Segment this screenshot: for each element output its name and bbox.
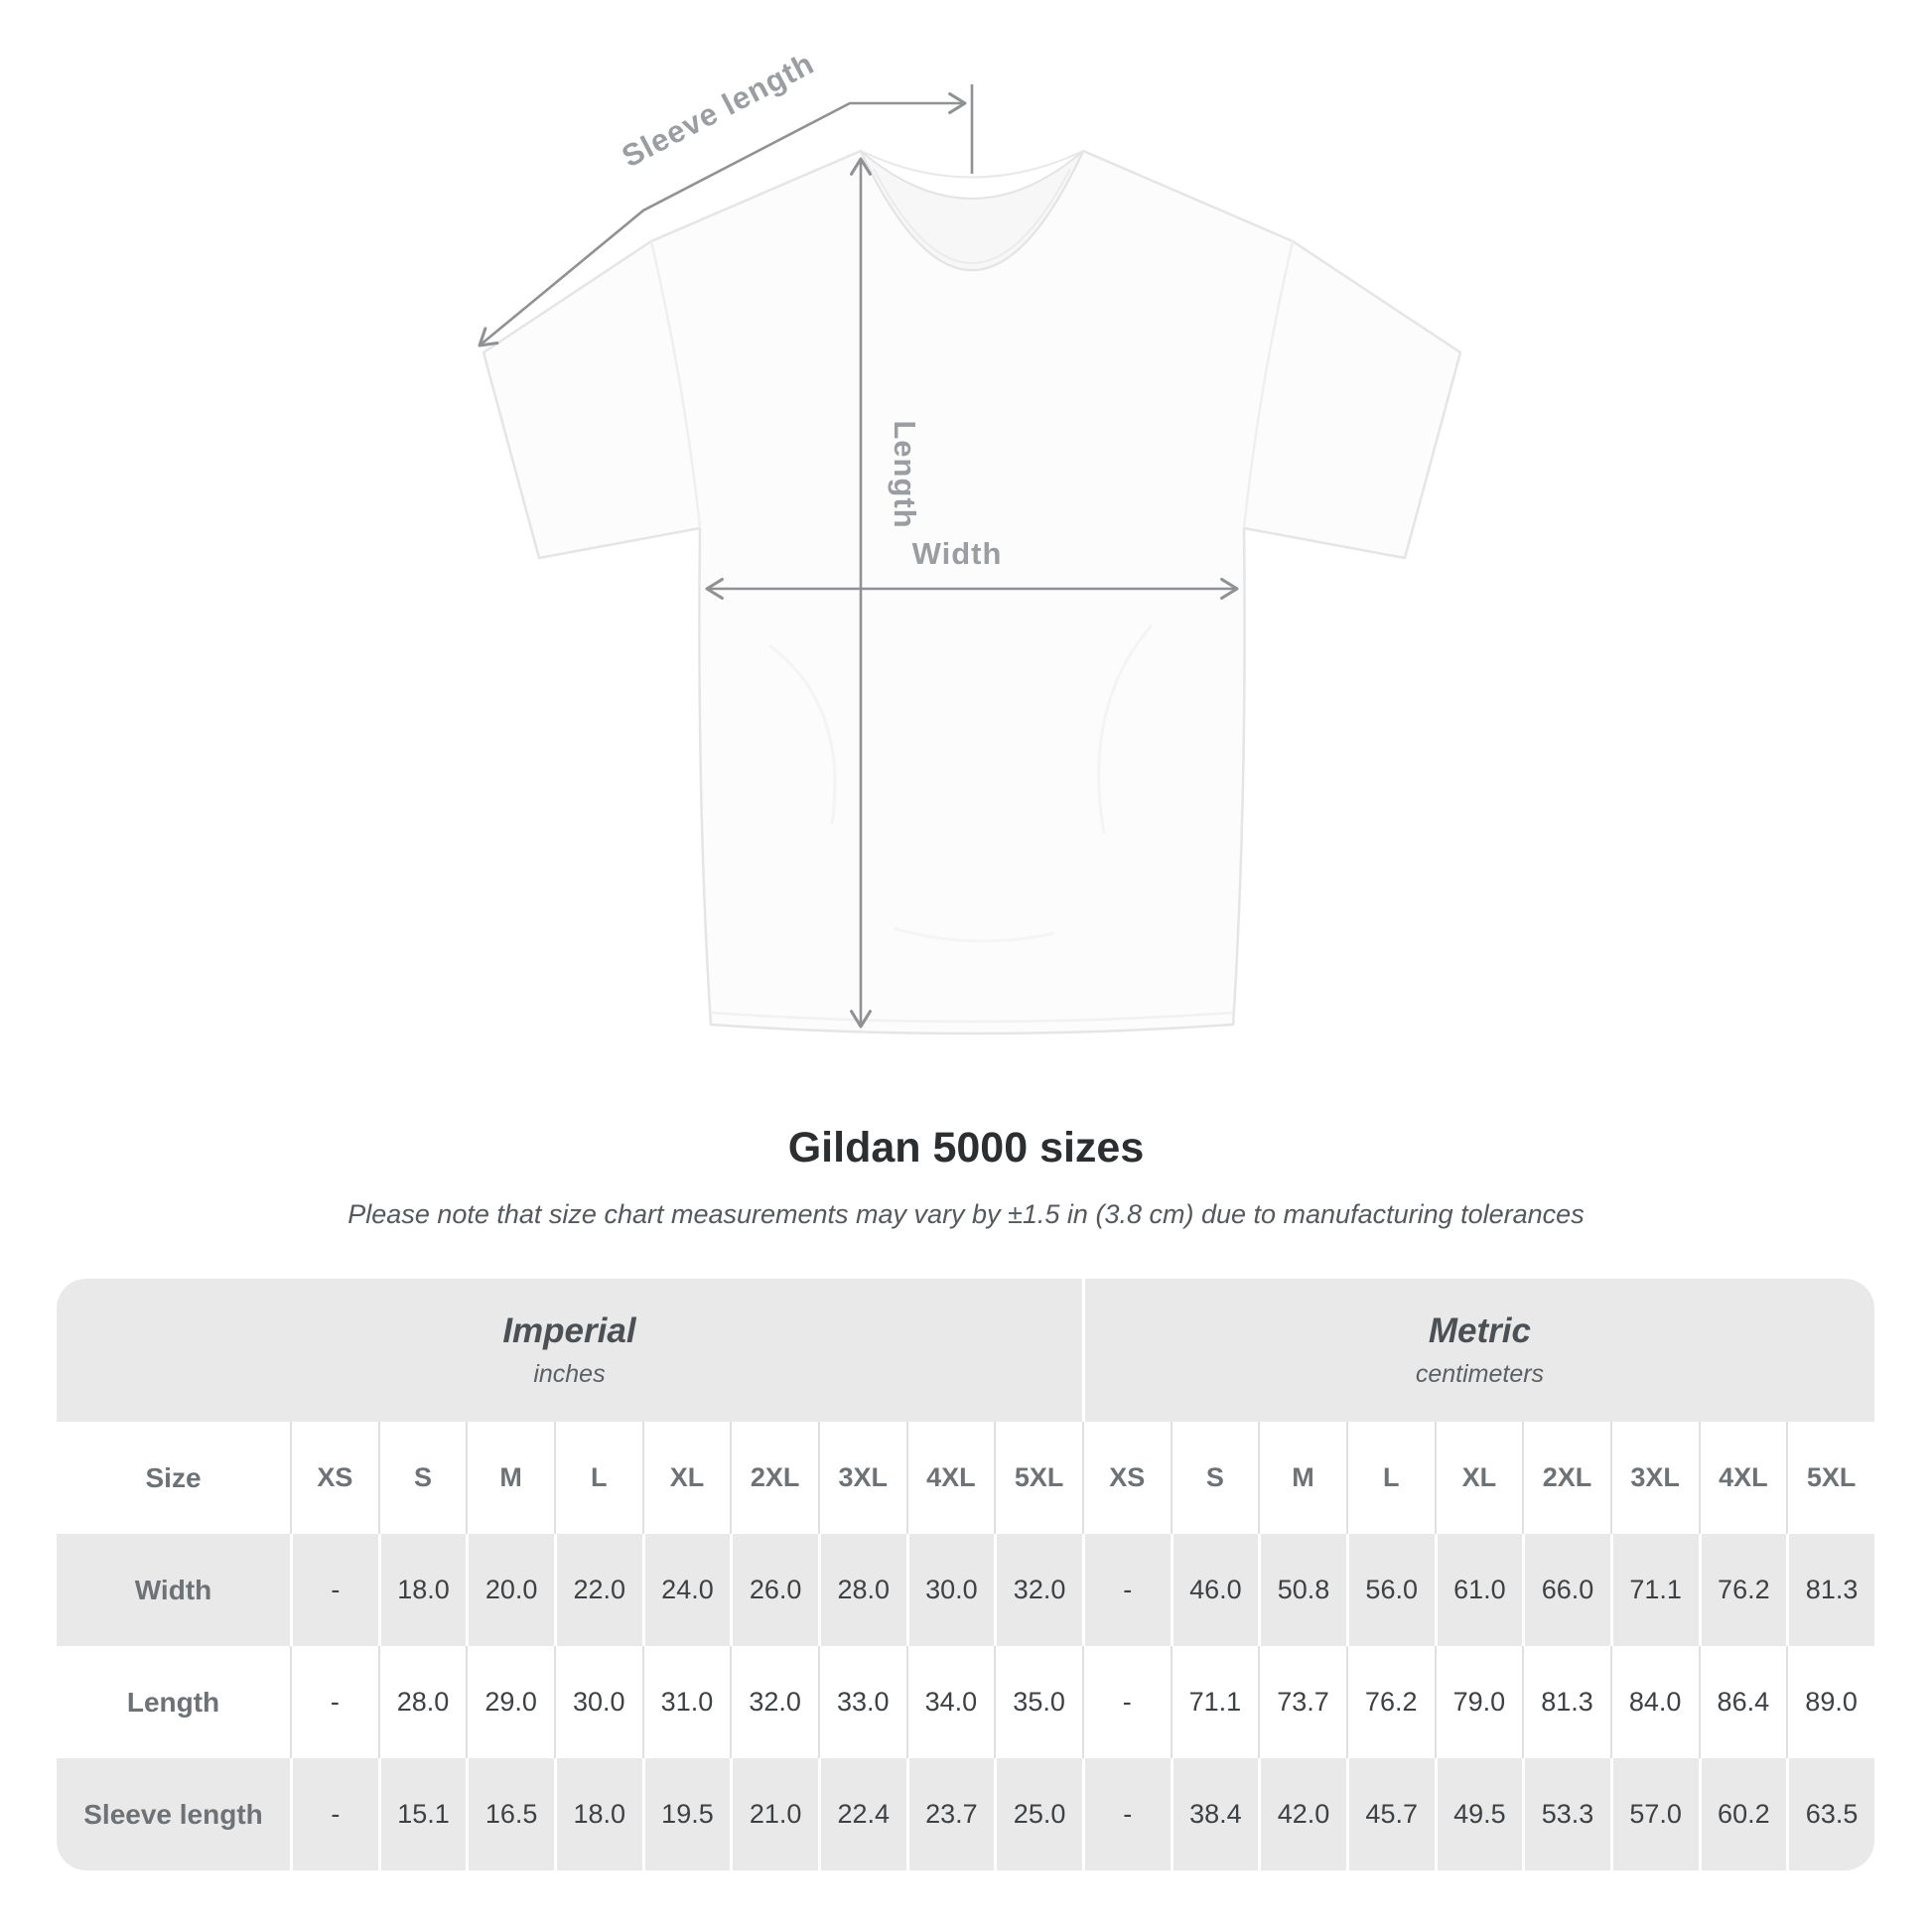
value-cell: 42.0: [1258, 1758, 1346, 1870]
length-label: Length: [888, 420, 922, 528]
value-cell: -: [1081, 1646, 1171, 1758]
value-cell: -: [1081, 1758, 1171, 1870]
size-col-header: XS: [290, 1422, 378, 1534]
table-row: Sleeve length -15.1 16.5 18.0 19.5 21.0 22.4 23…: [57, 1758, 1874, 1870]
imperial-label: Imperial: [502, 1311, 636, 1350]
value-cell: 66.0: [1522, 1534, 1610, 1646]
value-cell: 76.2: [1698, 1534, 1787, 1646]
value-cell: 71.1: [1609, 1534, 1699, 1646]
tshirt-shape: [482, 149, 1462, 1035]
value-cell: 16.5: [466, 1758, 554, 1870]
size-header-row: Size XS S M L XL 2XL 3XL 4XL 5XL XS S M L XL 2XL 3XL 4XL…: [57, 1422, 1874, 1534]
size-col-header: L: [553, 1422, 642, 1534]
size-col-header: XL: [1434, 1422, 1523, 1534]
size-col-header: M: [466, 1422, 554, 1534]
value-cell: 35.0: [994, 1646, 1082, 1758]
value-cell: 73.7: [1258, 1646, 1346, 1758]
value-cell: 15.1: [377, 1758, 467, 1870]
value-cell: 22.0: [553, 1534, 642, 1646]
value-cell: -: [290, 1534, 378, 1646]
value-cell: 89.0: [1786, 1646, 1874, 1758]
value-cell: 79.0: [1434, 1646, 1523, 1758]
value-cell: -: [1081, 1534, 1171, 1646]
size-col-header: 2XL: [1522, 1422, 1610, 1534]
value-cell: 23.7: [905, 1758, 995, 1870]
value-cell: 33.0: [817, 1646, 906, 1758]
size-col-header: 3XL: [817, 1422, 906, 1534]
value-cell: 22.4: [817, 1758, 906, 1870]
value-cell: 30.0: [553, 1646, 642, 1758]
value-cell: -: [290, 1758, 378, 1870]
value-cell: 32.0: [730, 1646, 818, 1758]
size-col-header: S: [1170, 1422, 1259, 1534]
value-cell: 46.0: [1170, 1534, 1259, 1646]
value-cell: 32.0: [994, 1534, 1082, 1646]
value-cell: 28.0: [377, 1646, 467, 1758]
size-col-header: M: [1258, 1422, 1346, 1534]
value-cell: 50.8: [1258, 1534, 1346, 1646]
value-cell: 61.0: [1434, 1534, 1523, 1646]
size-note: Please note that size chart measurements…: [347, 1199, 1585, 1229]
size-col-header: L: [1345, 1422, 1435, 1534]
value-cell: 76.2: [1345, 1646, 1435, 1758]
size-col-header: 2XL: [730, 1422, 818, 1534]
value-cell: 63.5: [1786, 1758, 1874, 1870]
metric-label: Metric: [1428, 1311, 1531, 1350]
imperial-unit: inches: [533, 1360, 606, 1388]
metric-unit: centimeters: [1415, 1360, 1545, 1388]
page-title: Gildan 5000 sizes: [787, 1124, 1145, 1172]
value-cell: 81.3: [1522, 1646, 1610, 1758]
value-cell: 29.0: [466, 1646, 554, 1758]
value-cell: 25.0: [994, 1758, 1082, 1870]
value-cell: 53.3: [1522, 1758, 1610, 1870]
value-cell: 30.0: [905, 1534, 995, 1646]
value-cell: 56.0: [1345, 1534, 1435, 1646]
size-col-header: 5XL: [1786, 1422, 1874, 1534]
value-cell: 71.1: [1170, 1646, 1259, 1758]
size-col-header: 3XL: [1609, 1422, 1699, 1534]
group-header-metric: Metric centimeters: [1081, 1279, 1874, 1422]
value-cell: 18.0: [553, 1758, 642, 1870]
size-table: Imperial inches Metric centimeters Size …: [57, 1279, 1874, 1870]
tshirt-illustration: Sleeve length Length Width: [478, 46, 1462, 1035]
value-cell: 49.5: [1434, 1758, 1523, 1870]
table-row: Width -18.0 20.0 22.0 24.0 26.0 28.0 30.0 32.0-4…: [57, 1534, 1874, 1646]
sleeve-length-label: Sleeve length: [617, 46, 820, 174]
size-header-label: Size: [57, 1422, 290, 1534]
row-label: Sleeve length: [57, 1758, 290, 1870]
unit-group-row: Imperial inches Metric centimeters: [57, 1279, 1874, 1422]
value-cell: 19.5: [641, 1758, 731, 1870]
group-header-imperial: Imperial inches: [57, 1279, 1082, 1422]
value-cell: 57.0: [1609, 1758, 1699, 1870]
tshirt-figure: Sleeve length Length Width: [478, 46, 1462, 1035]
row-label: Width: [57, 1534, 290, 1646]
value-cell: 81.3: [1786, 1534, 1874, 1646]
size-col-header: XS: [1081, 1422, 1171, 1534]
row-label: Length: [57, 1646, 290, 1758]
value-cell: 34.0: [905, 1646, 995, 1758]
value-cell: 38.4: [1170, 1758, 1259, 1870]
sleeve-length-line: [478, 92, 967, 347]
value-cell: 84.0: [1609, 1646, 1699, 1758]
width-label: Width: [912, 536, 1003, 571]
table-row: Length -28.0 29.0 30.0 31.0 32.0 33.0 34.0 35.0-…: [57, 1646, 1874, 1758]
size-col-header: 5XL: [994, 1422, 1082, 1534]
size-col-header: 4XL: [1698, 1422, 1787, 1534]
size-col-header: 4XL: [905, 1422, 995, 1534]
value-cell: 60.2: [1698, 1758, 1787, 1870]
value-cell: 20.0: [466, 1534, 554, 1646]
value-cell: 31.0: [641, 1646, 731, 1758]
value-cell: 26.0: [730, 1534, 818, 1646]
size-col-header: XL: [641, 1422, 731, 1534]
value-cell: 28.0: [817, 1534, 906, 1646]
size-col-header: S: [377, 1422, 467, 1534]
value-cell: 18.0: [377, 1534, 467, 1646]
value-cell: -: [290, 1646, 378, 1758]
value-cell: 21.0: [730, 1758, 818, 1870]
value-cell: 86.4: [1698, 1646, 1787, 1758]
value-cell: 24.0: [641, 1534, 731, 1646]
value-cell: 45.7: [1345, 1758, 1435, 1870]
